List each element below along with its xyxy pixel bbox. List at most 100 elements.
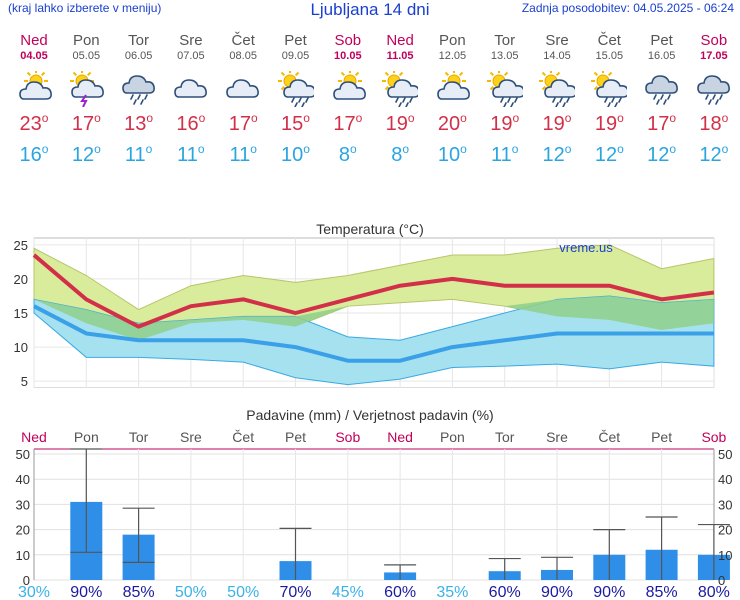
y-tick-label-right: 10	[718, 548, 732, 563]
sun-cloud-icon	[434, 69, 471, 101]
category-label: Pon	[74, 429, 99, 445]
probability-label: 45%	[332, 584, 364, 600]
day-name: Pon	[72, 32, 100, 49]
temp-max: 17o	[333, 111, 363, 135]
day-date: 08.05	[229, 50, 257, 62]
temp-min: 8o	[391, 142, 409, 166]
temp-min: 12o	[71, 142, 101, 166]
temp-min: 11o	[490, 142, 519, 166]
probability-label: 50%	[227, 584, 259, 600]
probability-label: 30%	[18, 584, 50, 600]
page-title: Ljubljana 14 dni	[310, 0, 430, 19]
probability-label: 35%	[436, 584, 468, 600]
watermark: vreme.us	[559, 240, 613, 255]
day-column: Pet 16.05 17o 12o	[636, 32, 688, 166]
temp-min: 10o	[281, 142, 310, 166]
day-date: 12.05	[438, 50, 467, 62]
y-tick-label: 5	[21, 374, 28, 388]
temp-max: 23o	[19, 111, 49, 135]
temp-max: 13o	[124, 111, 154, 135]
temp-max: 20o	[437, 111, 467, 135]
temp-max: 19o	[490, 111, 520, 135]
day-column: Sob 10.05 17o 8o	[322, 32, 374, 166]
day-name: Ned	[386, 32, 414, 49]
category-label: Pet	[285, 429, 306, 445]
day-name: Ned	[20, 32, 48, 49]
category-label: Sob	[335, 429, 360, 445]
probability-label: 90%	[541, 584, 573, 600]
menu-hint[interactable]: (kraj lahko izberete v meniju)	[8, 1, 162, 15]
day-name: Pet	[284, 32, 307, 49]
temp-min: 11o	[229, 142, 257, 166]
category-label: Ned	[21, 429, 47, 445]
day-name: Pon	[439, 32, 466, 49]
y-tick-label-right: 50	[718, 447, 732, 462]
sun-cloud-storm-icon	[68, 69, 105, 108]
day-date: 14.05	[543, 50, 571, 62]
temp-min: 11o	[177, 142, 205, 166]
day-name: Sob	[700, 32, 728, 49]
category-label: Sob	[701, 429, 726, 445]
temp-max: 15o	[281, 111, 310, 135]
day-column: Pet 09.05 15o 10o	[270, 32, 322, 166]
category-label: Pon	[440, 429, 465, 445]
sun-cloud-rain-icon	[591, 69, 630, 108]
day-date: 11.05	[386, 50, 414, 62]
category-label: Ned	[387, 429, 413, 445]
day-name: Čet	[231, 32, 255, 49]
y-tick-label-right: 30	[718, 497, 732, 512]
day-column: Ned 04.05 23o 16o	[8, 32, 60, 166]
day-date: 15.05	[595, 50, 624, 62]
category-label: Sre	[180, 429, 202, 445]
category-label: Tor	[129, 429, 149, 445]
temp-max: 19o	[385, 111, 415, 135]
y-tick-label: 10	[16, 548, 30, 563]
probability-label: 90%	[70, 584, 102, 600]
day-name: Pet	[650, 32, 673, 49]
category-label: Tor	[495, 429, 515, 445]
y-tick-label: 20	[16, 523, 30, 538]
day-date: 10.05	[334, 50, 362, 62]
day-date: 05.05	[72, 50, 101, 62]
day-name: Čet	[597, 32, 621, 49]
sun-cloud-rain-icon	[539, 69, 577, 108]
y-tick-label: 50	[16, 447, 30, 462]
day-name: Sob	[334, 32, 362, 49]
probability-label: 85%	[646, 584, 678, 600]
day-date: 13.05	[490, 50, 519, 62]
cloud-icon	[225, 71, 261, 101]
last-update: Zadnja posodobitev: 04.05.2025 - 06:24	[521, 1, 734, 15]
temperature-chart: Temperatura (°C) vreme.us 5 10 15 20 25	[14, 221, 715, 388]
probability-label: 50%	[175, 584, 207, 600]
temp-min: 16o	[19, 142, 49, 166]
category-label: Čet	[232, 429, 254, 445]
temp-max: 18o	[699, 111, 729, 135]
temp-min: 12o	[699, 142, 729, 166]
temp-min: 10o	[437, 142, 467, 166]
sun-cloud-rain-icon	[277, 69, 316, 108]
probability-label: 80%	[698, 584, 730, 600]
day-date: 16.05	[647, 50, 676, 62]
temp-max: 17o	[647, 111, 677, 135]
y-tick-label-right: 40	[718, 472, 732, 487]
day-column: Ned 11.05 19o 8o	[374, 32, 426, 166]
band-overlap	[34, 295, 714, 341]
temp-min: 11o	[124, 142, 153, 166]
day-column: Čet 08.05 17o 11o	[217, 32, 269, 166]
y-tick-label: 25	[14, 238, 28, 253]
y-tick-label: 0	[23, 573, 30, 588]
day-date: 04.05	[20, 50, 48, 62]
day-date: 06.05	[124, 50, 153, 62]
cloud-rain-icon	[121, 71, 157, 105]
y-tick-label: 40	[16, 472, 30, 487]
probability-label: 85%	[123, 584, 155, 600]
day-column: Sre 07.05 16o 11o	[165, 32, 217, 166]
y-tick-label: 10	[14, 340, 28, 355]
temp-max: 17o	[228, 111, 258, 135]
day-date: 17.05	[700, 50, 728, 62]
day-name: Sre	[179, 32, 203, 49]
temp-min: 12o	[542, 142, 572, 166]
category-label: Čet	[598, 429, 620, 445]
day-column: Pon 12.05 20o 10o	[426, 32, 478, 166]
category-label: Pet	[651, 429, 672, 445]
